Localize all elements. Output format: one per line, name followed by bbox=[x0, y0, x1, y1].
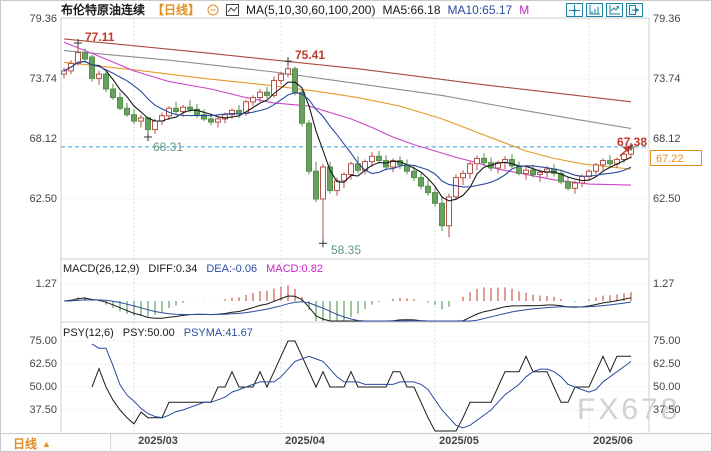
crosshair-icon[interactable] bbox=[566, 3, 583, 17]
time-axis-bar: 日线 ▲ bbox=[1, 433, 711, 451]
price-axis-right-tick: 62.50 bbox=[653, 193, 681, 205]
ma30-reading-truncated: M bbox=[519, 2, 530, 17]
chart-forward-icon[interactable] bbox=[606, 3, 623, 17]
psy-axis-right-tick: 75.00 bbox=[653, 335, 681, 347]
macd-axis-left-tick: 1.27 bbox=[35, 278, 57, 290]
psy-axis-right-tick: 50.00 bbox=[653, 381, 681, 393]
pan-right-icon[interactable] bbox=[626, 3, 643, 17]
psy-params-label: PSY(12,6) bbox=[63, 327, 114, 339]
chevron-up-icon: ▲ bbox=[42, 438, 51, 449]
swing-low-annotation: 68.31 bbox=[153, 140, 184, 154]
price-axis-left-tick: 79.36 bbox=[29, 13, 57, 25]
price-axis-right-tick: 79.36 bbox=[653, 13, 681, 25]
psy-axis-left-tick: 75.00 bbox=[29, 335, 57, 347]
date-axis-label: 2025/05 bbox=[439, 435, 479, 447]
date-axis-label: 2025/03 bbox=[138, 435, 178, 447]
swing-high-annotation: 75.41 bbox=[295, 48, 326, 62]
chart-toolbar bbox=[566, 3, 643, 17]
macd-panel-header: MACD(26,12,9) DIFF:0.34 DEA:-0.06 MACD:0… bbox=[63, 263, 323, 275]
ma10-reading: MA10:65.17 bbox=[447, 2, 513, 17]
psy-reading: PSY:50.00 bbox=[122, 327, 175, 339]
price-axis-left-tick: 73.74 bbox=[29, 73, 57, 85]
psyma-reading: PSYMA:41.67 bbox=[183, 327, 253, 339]
price-axis-left-tick: 68.12 bbox=[29, 133, 57, 145]
psy-axis-right-tick: 37.50 bbox=[653, 404, 681, 416]
swing-high-annotation: 77.11 bbox=[85, 30, 115, 44]
period-label: 【日线】 bbox=[152, 3, 201, 17]
price-axis-left-tick: 62.50 bbox=[29, 193, 57, 205]
date-axis-label: 2025/06 bbox=[593, 435, 633, 447]
price-axis-right-tick: 73.74 bbox=[653, 73, 681, 85]
swing-low-annotation: 58.35 bbox=[331, 243, 362, 257]
psy-axis-left-tick: 50.00 bbox=[29, 381, 57, 393]
psy-axis-left-tick: 37.50 bbox=[29, 404, 57, 416]
last-price-box: 67.22 bbox=[650, 150, 702, 166]
ma5-reading: MA5:66.18 bbox=[382, 2, 441, 17]
macd-bar-reading: MACD:0.82 bbox=[266, 263, 323, 275]
period-tab-label: 日线 bbox=[13, 437, 38, 451]
psy-axis-right-tick: 62.50 bbox=[653, 358, 681, 370]
ma-params-label: MA(5,10,30,60,100,200) bbox=[246, 2, 376, 17]
macd-dea-reading: DEA:-0.06 bbox=[206, 263, 258, 275]
axis-scale-icon[interactable] bbox=[586, 3, 603, 17]
chart-header: 布伦特原油连续 【日线】 MA(5,10,30,60,100,200) MA5:… bbox=[61, 2, 530, 18]
macd-params-label: MACD(26,12,9) bbox=[63, 263, 140, 275]
price-axis-right-tick: 68.12 bbox=[653, 133, 681, 145]
macd-diff-reading: DIFF:0.34 bbox=[148, 263, 198, 275]
instrument-name: 布伦特原油连续 bbox=[61, 3, 146, 17]
psy-panel-header: PSY(12,6) PSY:50.00 PSYMA:41.67 bbox=[63, 327, 253, 339]
date-axis-label: 2025/04 bbox=[285, 435, 325, 447]
psy-axis-left-tick: 62.50 bbox=[29, 358, 57, 370]
collapse-menu-icon[interactable] bbox=[207, 4, 219, 16]
macd-axis-right-tick: 1.27 bbox=[653, 278, 675, 290]
tab-daily-period[interactable]: 日线 ▲ bbox=[1, 434, 111, 451]
ma-chart-icon bbox=[226, 3, 240, 16]
latest-high-label: 67.38 bbox=[616, 135, 647, 149]
